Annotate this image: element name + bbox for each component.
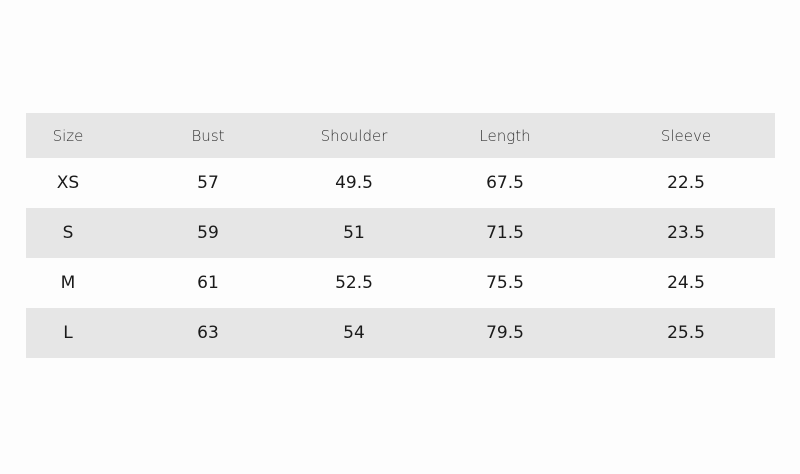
header-length: Length (479, 126, 531, 145)
cell-length: 79.5 (486, 323, 524, 343)
table-row: XS 57 49.5 67.5 22.5 (26, 158, 775, 208)
table-row: L 63 54 79.5 25.5 (26, 308, 775, 358)
cell-sleeve: 25.5 (667, 323, 705, 343)
table-row: S 59 51 71.5 23.5 (26, 208, 775, 258)
cell-shoulder: 54 (343, 323, 365, 343)
header-bust: Bust (191, 126, 225, 145)
header-shoulder: Shoulder (320, 126, 388, 145)
table-body: XS 57 49.5 67.5 22.5 S 59 51 71.5 23.5 M 61 52.5 75.5… (26, 158, 775, 358)
header-size: Size (52, 126, 84, 145)
cell-size: L (63, 323, 73, 343)
cell-sleeve: 24.5 (667, 273, 705, 293)
cell-bust: 57 (197, 173, 219, 193)
cell-bust: 59 (197, 223, 219, 243)
cell-length: 67.5 (486, 173, 524, 193)
cell-size: XS (56, 173, 80, 193)
cell-shoulder: 49.5 (335, 173, 373, 193)
cell-sleeve: 22.5 (667, 173, 705, 193)
cell-bust: 61 (197, 273, 219, 293)
cell-length: 75.5 (486, 273, 524, 293)
header-sleeve: Sleeve (660, 126, 712, 145)
table-row: M 61 52.5 75.5 24.5 (26, 258, 775, 308)
cell-sleeve: 23.5 (667, 223, 705, 243)
cell-bust: 63 (197, 323, 219, 343)
table-header-row: Size Bust Shoulder Length Sleeve (26, 113, 775, 158)
cell-shoulder: 52.5 (335, 273, 373, 293)
cell-shoulder: 51 (343, 223, 365, 243)
cell-size: M (60, 273, 76, 293)
cell-size: S (62, 223, 74, 243)
cell-length: 71.5 (486, 223, 524, 243)
size-chart-table: Size Bust Shoulder Length Sleeve XS 57 49.… (26, 113, 775, 358)
